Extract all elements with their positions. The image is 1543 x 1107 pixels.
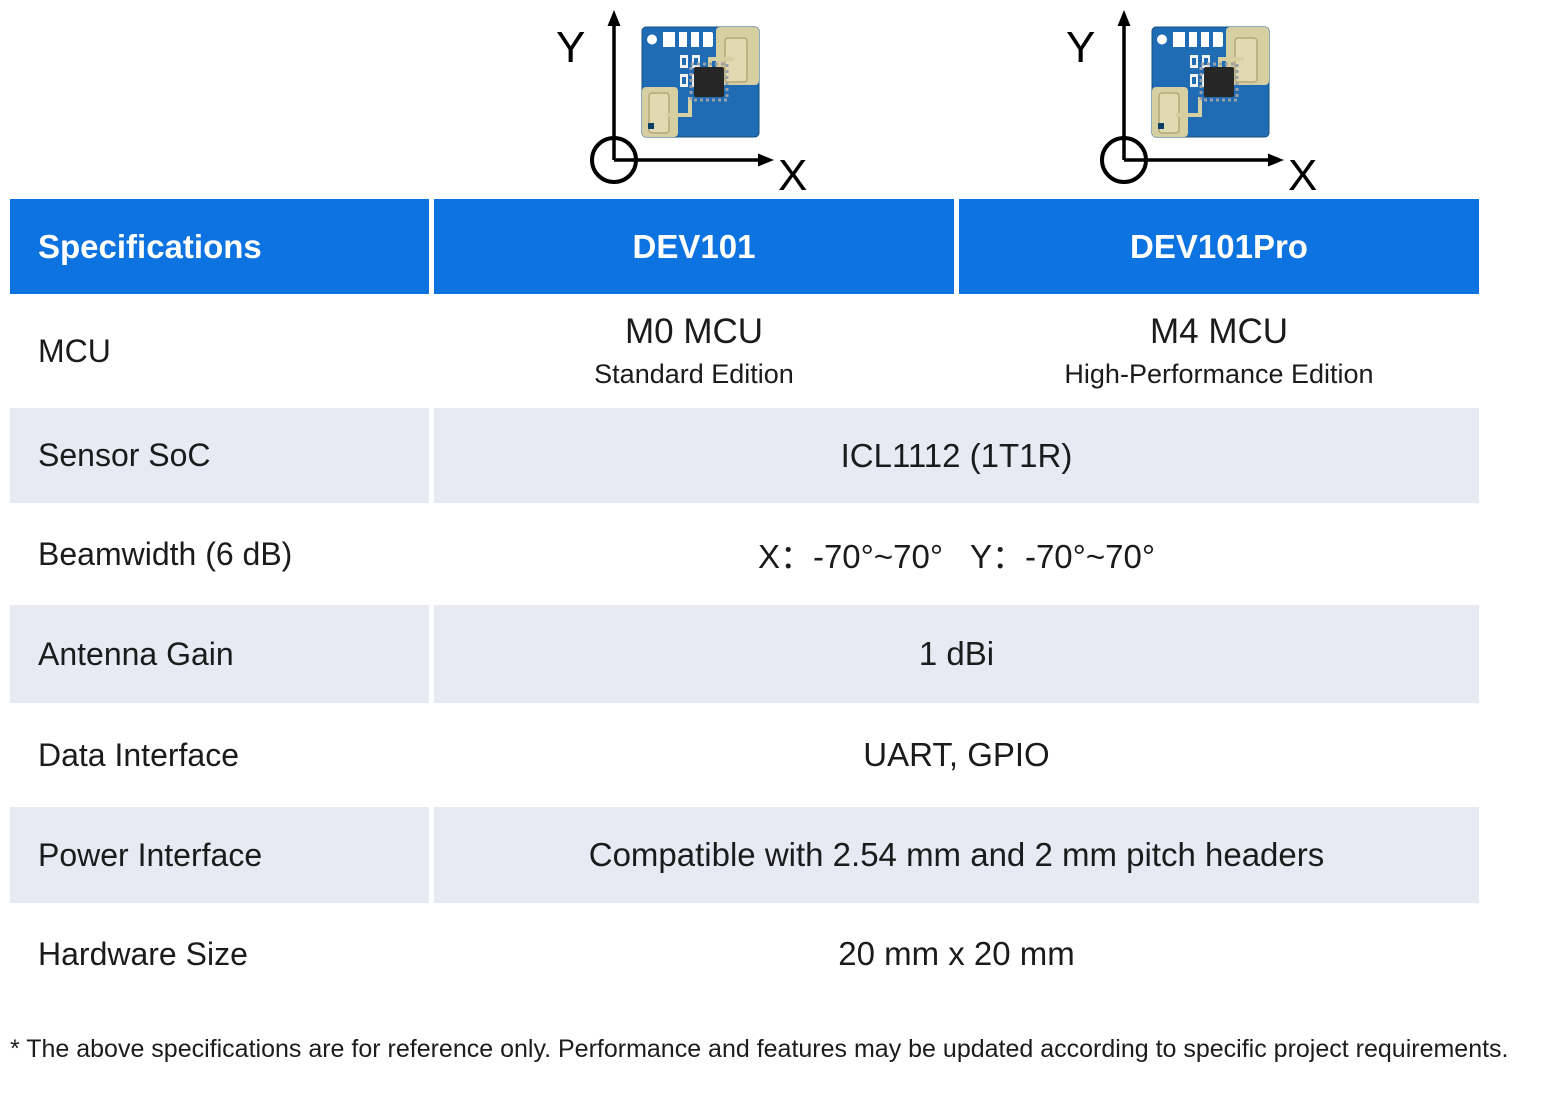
axis-figure-dev101: Y X [556,10,807,199]
row-label-beamwidth: Beamwidth (6 dB) [38,535,293,572]
row-label-power-interface: Power Interface [10,807,429,903]
header-dev101pro: DEV101Pro [959,199,1479,294]
header-dev101: DEV101 [434,199,954,294]
radar-module-image [641,26,760,138]
mcu-dev101pro-title: M4 MCU [1149,312,1289,351]
y-axis-label: Y [556,23,585,72]
table-row-hardware-size: Hardware Size 20 mm x 20 mm [10,903,1479,1005]
row-label-mcu: MCU [38,332,111,369]
sensor-soc-value: ICL1112 (1T1R) [434,408,1479,503]
table-row-power-interface: Power Interface Compatible with 2.54 mm … [10,807,1479,903]
mcu-dev101-cell: M0 MCU Standard Edition [434,294,954,408]
table-row-antenna-gain: Antenna Gain 1 dBi [10,605,1479,703]
data-interface-value: UART, GPIO [863,736,1050,773]
row-label-hardware-size: Hardware Size [38,935,248,972]
mcu-dev101pro-cell: M4 MCU High-Performance Edition [959,294,1479,408]
table-row-beamwidth: Beamwidth (6 dB) X：-70°~70° Y：-70°~70° [10,503,1479,605]
x-axis-label: X [1288,151,1317,199]
hardware-size-value: 20 mm x 20 mm [838,935,1075,972]
origin-circle [1100,136,1148,184]
header-specifications: Specifications [10,199,429,294]
row-label-sensor-soc: Sensor SoC [10,408,429,503]
footnote: * The above specifications are for refer… [10,1035,1509,1063]
module-orientation-figures: Y X [0,0,1543,199]
x-axis-arrowhead [758,153,774,167]
radar-module-image [1151,26,1270,138]
spec-table: Specifications DEV101 DEV101Pro MCU M0 M… [10,199,1479,1005]
y-axis-arrowhead [1117,10,1131,26]
row-label-data-interface: Data Interface [38,736,239,773]
row-label-antenna-gain: Antenna Gain [10,605,429,703]
x-axis-label: X [778,151,807,199]
y-axis-arrowhead [607,10,621,26]
table-row-data-interface: Data Interface UART, GPIO [10,703,1479,807]
y-axis-label: Y [1066,23,1095,72]
table-header-row: Specifications DEV101 DEV101Pro [10,199,1479,294]
table-row-mcu: MCU M0 MCU Standard Edition M4 MCU High-… [10,294,1479,408]
mcu-dev101pro-subtitle: High-Performance Edition [1064,359,1374,389]
beamwidth-value: X：-70°~70° Y：-70°~70° [757,538,1156,575]
mcu-dev101-title: M0 MCU [624,312,764,351]
x-axis-arrowhead [1268,153,1284,167]
power-interface-value: Compatible with 2.54 mm and 2 mm pitch h… [434,807,1479,903]
origin-circle [590,136,638,184]
mcu-dev101-subtitle: Standard Edition [594,359,794,389]
axis-figure-dev101pro: Y X [1066,10,1317,199]
antenna-gain-value: 1 dBi [434,605,1479,703]
table-row-sensor-soc: Sensor SoC ICL1112 (1T1R) [10,408,1479,503]
